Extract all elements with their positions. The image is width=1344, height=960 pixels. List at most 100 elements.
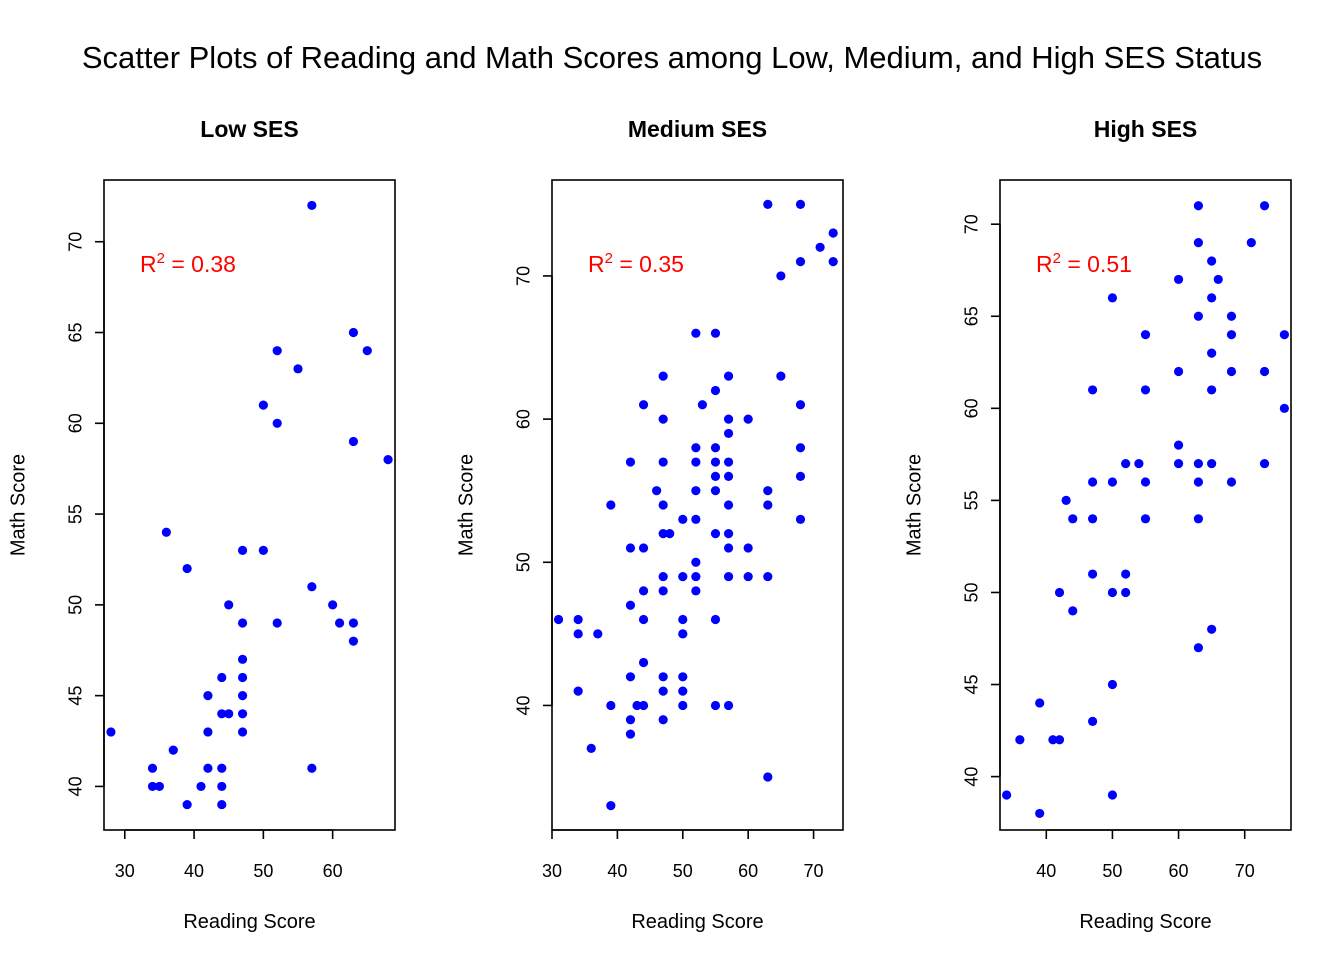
data-point <box>1279 330 1289 340</box>
data-point <box>723 371 734 381</box>
data-point <box>307 582 317 592</box>
plot-frame <box>103 179 396 831</box>
data-point <box>678 614 688 625</box>
plot-frame <box>999 179 1292 831</box>
y-tick-label: 50 <box>514 552 534 572</box>
data-point <box>658 586 668 596</box>
data-point <box>1226 311 1237 321</box>
data-point <box>1054 587 1065 598</box>
data-point <box>272 346 282 356</box>
data-point <box>691 457 701 467</box>
data-point <box>828 228 838 238</box>
data-point <box>1002 790 1012 800</box>
data-point <box>1068 514 1078 524</box>
data-point <box>203 691 213 701</box>
data-point <box>1246 238 1256 248</box>
plot-frame <box>551 179 844 831</box>
data-point <box>1279 403 1289 413</box>
data-point <box>658 414 668 424</box>
data-point <box>697 400 708 410</box>
y-tick-label: 55 <box>66 504 86 524</box>
data-point <box>723 428 734 439</box>
data-point <box>625 715 636 725</box>
data-point <box>573 686 583 696</box>
data-point <box>743 414 753 424</box>
data-point <box>1134 458 1144 469</box>
data-point <box>258 400 268 410</box>
y-tick-label: 70 <box>514 266 534 286</box>
data-point <box>776 371 786 381</box>
data-point <box>710 471 721 481</box>
data-point <box>632 700 642 711</box>
data-point <box>638 700 649 711</box>
data-point <box>334 618 345 628</box>
data-point <box>1207 293 1217 303</box>
data-point <box>658 571 668 582</box>
data-point <box>625 457 636 467</box>
y-tick-label: 50 <box>66 595 86 615</box>
data-point <box>658 672 668 682</box>
data-point <box>1193 514 1204 524</box>
data-point <box>1054 735 1065 745</box>
data-point <box>1259 201 1270 211</box>
data-point <box>743 543 753 553</box>
data-point <box>1107 293 1118 303</box>
data-point <box>1226 477 1237 487</box>
data-point <box>147 781 158 792</box>
y-tick-label: 55 <box>962 490 982 510</box>
data-point <box>710 486 721 496</box>
r-squared-annotation: R2 = 0.51 <box>1036 250 1132 277</box>
r-squared-annotation: R2 = 0.38 <box>140 250 236 277</box>
y-tick-label: 45 <box>962 675 982 695</box>
data-point <box>658 715 668 725</box>
data-point <box>237 618 248 628</box>
x-tick-label: 50 <box>1102 861 1122 881</box>
x-tick-label: 70 <box>1235 861 1255 881</box>
x-tick-label: 40 <box>1036 861 1056 881</box>
data-point <box>217 709 227 719</box>
data-point <box>710 457 721 467</box>
x-tick-label: 60 <box>323 861 343 881</box>
data-point <box>638 586 649 596</box>
data-point <box>691 486 701 496</box>
data-point <box>1207 348 1217 358</box>
data-point <box>795 443 806 453</box>
y-tick-label: 60 <box>962 398 982 418</box>
data-point <box>1087 569 1098 579</box>
data-point <box>258 545 268 555</box>
data-point <box>147 763 158 773</box>
y-tick-label: 50 <box>962 582 982 602</box>
data-point <box>1087 477 1098 487</box>
data-point <box>665 529 675 539</box>
y-tick-label: 60 <box>66 413 86 433</box>
data-point <box>658 529 668 539</box>
data-point <box>383 455 393 465</box>
data-point <box>1107 790 1118 800</box>
x-tick-label: 40 <box>607 861 627 881</box>
data-point <box>348 636 359 646</box>
data-point <box>723 457 734 467</box>
data-point <box>763 500 773 510</box>
data-point <box>1140 477 1151 487</box>
data-point <box>691 557 701 567</box>
data-point <box>1121 458 1131 469</box>
data-point <box>362 346 372 356</box>
data-point <box>828 257 838 267</box>
data-point <box>1087 716 1098 726</box>
r-squared-annotation: R2 = 0.35 <box>588 250 684 277</box>
data-point <box>182 799 192 810</box>
data-point <box>763 571 773 582</box>
x-tick-label: 30 <box>542 861 562 881</box>
data-point <box>1015 735 1025 745</box>
y-tick-label: 70 <box>66 232 86 252</box>
data-point <box>553 614 564 625</box>
data-point <box>1140 385 1151 395</box>
data-point <box>573 629 583 639</box>
data-point <box>625 543 636 553</box>
x-tick-label: 50 <box>253 861 273 881</box>
data-point <box>691 571 701 582</box>
x-tick-label: 30 <box>115 861 135 881</box>
y-tick-label: 45 <box>66 686 86 706</box>
data-point <box>795 257 806 267</box>
